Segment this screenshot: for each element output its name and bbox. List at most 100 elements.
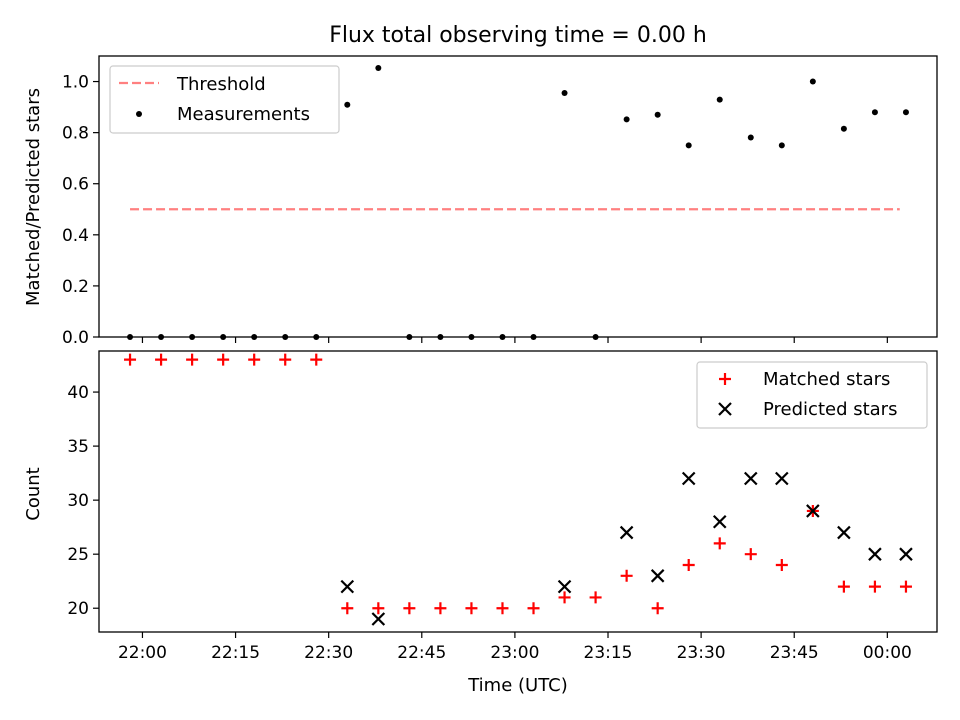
bottom-x-tick-label: 22:00 bbox=[118, 643, 167, 663]
matched-stars-point bbox=[558, 591, 571, 604]
predicted-stars-point bbox=[681, 471, 696, 486]
top-legend: Threshold Measurements bbox=[109, 65, 340, 134]
matched-stars-point bbox=[341, 602, 354, 615]
bottom-y-tick-label: 35 bbox=[67, 437, 89, 457]
measurements-point bbox=[437, 334, 444, 340]
measurements-point bbox=[747, 134, 754, 141]
predicted-stars-point bbox=[899, 547, 913, 561]
predicted-stars-point bbox=[837, 525, 851, 540]
bottom-y-tick-label: 25 bbox=[67, 545, 89, 565]
top-panel: 0.0 0.2 0.4 0.6 0.8 1.0 Threshold Measurements bbox=[62, 55, 938, 348]
top-y-tick-label: 0.2 bbox=[62, 277, 89, 297]
matched-stars-point bbox=[744, 548, 757, 561]
predicted-stars-point bbox=[744, 471, 758, 486]
matched-stars-point bbox=[248, 353, 261, 366]
bottom-legend: Matched stars Predicted stars bbox=[696, 361, 928, 429]
matched-stars-point bbox=[124, 353, 137, 366]
matched-stars-point bbox=[775, 558, 788, 571]
measurements-point bbox=[499, 334, 506, 340]
matched-stars-point bbox=[217, 353, 230, 366]
matched-stars-point bbox=[186, 353, 199, 366]
x-axis-label: Time (UTC) bbox=[467, 675, 568, 696]
predicted-stars-point bbox=[868, 547, 882, 561]
measurements-legend-label: Measurements bbox=[177, 104, 310, 125]
bottom-y-tick-label: 30 bbox=[67, 491, 89, 511]
top-y-tick-label: 1.0 bbox=[62, 73, 89, 93]
matched-stars-point bbox=[868, 580, 881, 593]
measurements-point bbox=[344, 101, 351, 108]
measurements-point bbox=[220, 334, 227, 340]
bottom-y-tick-label: 40 bbox=[67, 383, 89, 403]
measurements-point bbox=[282, 334, 289, 340]
matched-stars-point bbox=[899, 580, 912, 593]
bottom-y-axis-label: Count bbox=[23, 467, 44, 520]
predicted-stars-point bbox=[775, 471, 789, 486]
predicted-stars-point bbox=[619, 525, 634, 540]
predicted-stars-point bbox=[712, 514, 727, 529]
measurements-point bbox=[375, 65, 382, 72]
measurements-point bbox=[809, 78, 816, 85]
matched-stars-point bbox=[682, 558, 695, 571]
bottom-legend-box bbox=[696, 361, 928, 429]
measurements-point bbox=[251, 334, 258, 340]
measurements-point bbox=[530, 334, 537, 340]
measurements-point bbox=[127, 334, 134, 340]
matched-stars-point bbox=[620, 569, 633, 582]
measurements-point bbox=[871, 109, 878, 116]
bottom-x-tick-label: 23:00 bbox=[490, 643, 539, 663]
matched-stars-point bbox=[496, 602, 509, 615]
bottom-y-tick-label: 20 bbox=[67, 599, 89, 619]
top-legend-box bbox=[109, 65, 340, 134]
measurements-point bbox=[716, 96, 723, 103]
matched-stars-point bbox=[155, 353, 168, 366]
threshold-legend-label: Threshold bbox=[176, 74, 266, 95]
measurements-point bbox=[189, 334, 196, 340]
bottom-x-tick-label: 22:45 bbox=[397, 643, 446, 663]
matched-legend-marker bbox=[719, 373, 731, 385]
matched-stars-point bbox=[589, 591, 602, 604]
measurements-legend-marker bbox=[136, 111, 142, 117]
chart-title: Flux total observing time = 0.00 h bbox=[329, 23, 707, 48]
matched-stars-point bbox=[465, 602, 478, 615]
predicted-legend-marker bbox=[718, 402, 732, 416]
measurements-point bbox=[406, 334, 413, 340]
top-y-tick-label: 0.0 bbox=[62, 328, 89, 348]
matched-stars-point bbox=[651, 602, 664, 615]
measurements-point bbox=[592, 334, 599, 340]
bottom-x-tick-label: 23:45 bbox=[770, 643, 819, 663]
top-axes-frame bbox=[98, 55, 938, 338]
matched-stars-point bbox=[713, 537, 726, 550]
bottom-x-tick-label: 00:00 bbox=[863, 643, 912, 663]
measurements-point bbox=[468, 334, 475, 340]
top-y-tick-label: 0.6 bbox=[62, 175, 89, 195]
measurements-point bbox=[778, 142, 785, 149]
bottom-x-tick-label: 22:15 bbox=[211, 643, 260, 663]
bottom-x-tick-label: 22:30 bbox=[304, 643, 353, 663]
predicted-stars-point bbox=[371, 612, 386, 626]
bottom-x-tick-label: 23:30 bbox=[677, 643, 726, 663]
bottom-axes-frame bbox=[98, 350, 938, 633]
matched-stars-point bbox=[527, 602, 540, 615]
measurements-point bbox=[158, 334, 165, 340]
predicted-stars-point bbox=[557, 579, 572, 594]
measurements-point bbox=[840, 125, 847, 132]
matched-legend-label: Matched stars bbox=[763, 369, 890, 390]
measurements-point bbox=[561, 90, 568, 97]
top-y-tick-label: 0.8 bbox=[62, 124, 89, 144]
measurements-point bbox=[902, 109, 909, 116]
measurements-point bbox=[654, 111, 661, 118]
top-y-axis-label: Matched/Predicted stars bbox=[23, 88, 44, 306]
bottom-panel: 22:00 22:15 22:30 22:45 23:00 23:15 23:30 23:45… bbox=[67, 350, 938, 663]
predicted-legend-label: Predicted stars bbox=[763, 399, 897, 420]
measurements-point bbox=[685, 142, 692, 149]
predicted-stars-point bbox=[650, 569, 665, 583]
measurements-point bbox=[313, 334, 320, 340]
matched-stars-point bbox=[310, 353, 323, 366]
matched-stars-point bbox=[403, 602, 416, 615]
predicted-stars-point bbox=[340, 579, 355, 594]
matched-stars-point bbox=[434, 602, 447, 615]
predicted-stars-point bbox=[806, 504, 820, 518]
matched-stars-point bbox=[837, 580, 850, 593]
bottom-x-tick-label: 23:15 bbox=[584, 643, 633, 663]
